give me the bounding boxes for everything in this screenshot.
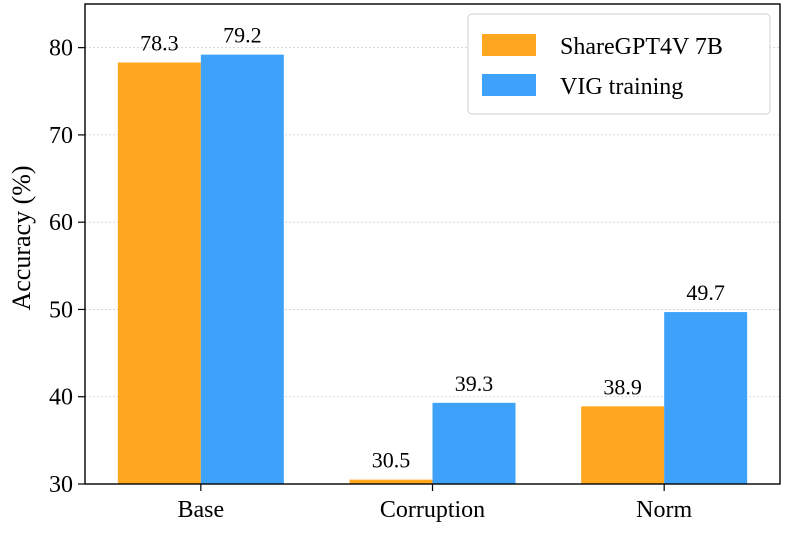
- y-tick-label: 60: [49, 210, 73, 236]
- y-tick-label: 40: [49, 385, 73, 411]
- x-tick-label: Norm: [636, 497, 692, 523]
- data-label: 39.3: [455, 371, 494, 396]
- bar-norm-series-1: [664, 312, 748, 484]
- x-tick-label: Base: [178, 497, 225, 523]
- y-tick-label: 30: [49, 472, 73, 498]
- bar-base-series-1: [200, 54, 284, 484]
- y-tick-label: 50: [49, 297, 73, 323]
- bar-corruption-series-0: [349, 479, 433, 484]
- data-label: 30.5: [372, 448, 411, 473]
- bar-base-series-0: [117, 62, 201, 485]
- legend-box: [467, 13, 771, 115]
- bars-layer: [117, 54, 748, 485]
- y-axis-label: Accuracy (%): [7, 165, 36, 310]
- data-labels-layer: 78.3 79.2 30.5 39.3 38.9 49.7: [140, 23, 725, 473]
- y-tick-label: 80: [49, 36, 73, 62]
- plot-frame: [84, 3, 781, 485]
- legend-entry: ShareGPT4V 7B: [560, 34, 723, 60]
- legend: ShareGPT4V 7B VIG training: [467, 13, 771, 115]
- data-label: 79.2: [223, 23, 262, 48]
- y-tick-label: 70: [49, 123, 73, 149]
- data-label: 49.7: [686, 280, 725, 305]
- legend-entry: VIG training: [560, 74, 683, 100]
- axes-layer: 30 40 50 60 70 80 Base Corruption Norm: [49, 3, 781, 523]
- bar-corruption-series-1: [432, 402, 516, 484]
- data-label: 38.9: [603, 374, 642, 399]
- data-label: 78.3: [140, 30, 179, 55]
- legend-swatch: [482, 34, 536, 56]
- x-tick-label: Corruption: [380, 497, 485, 523]
- legend-swatch: [482, 74, 536, 96]
- bar-norm-series-0: [581, 406, 665, 484]
